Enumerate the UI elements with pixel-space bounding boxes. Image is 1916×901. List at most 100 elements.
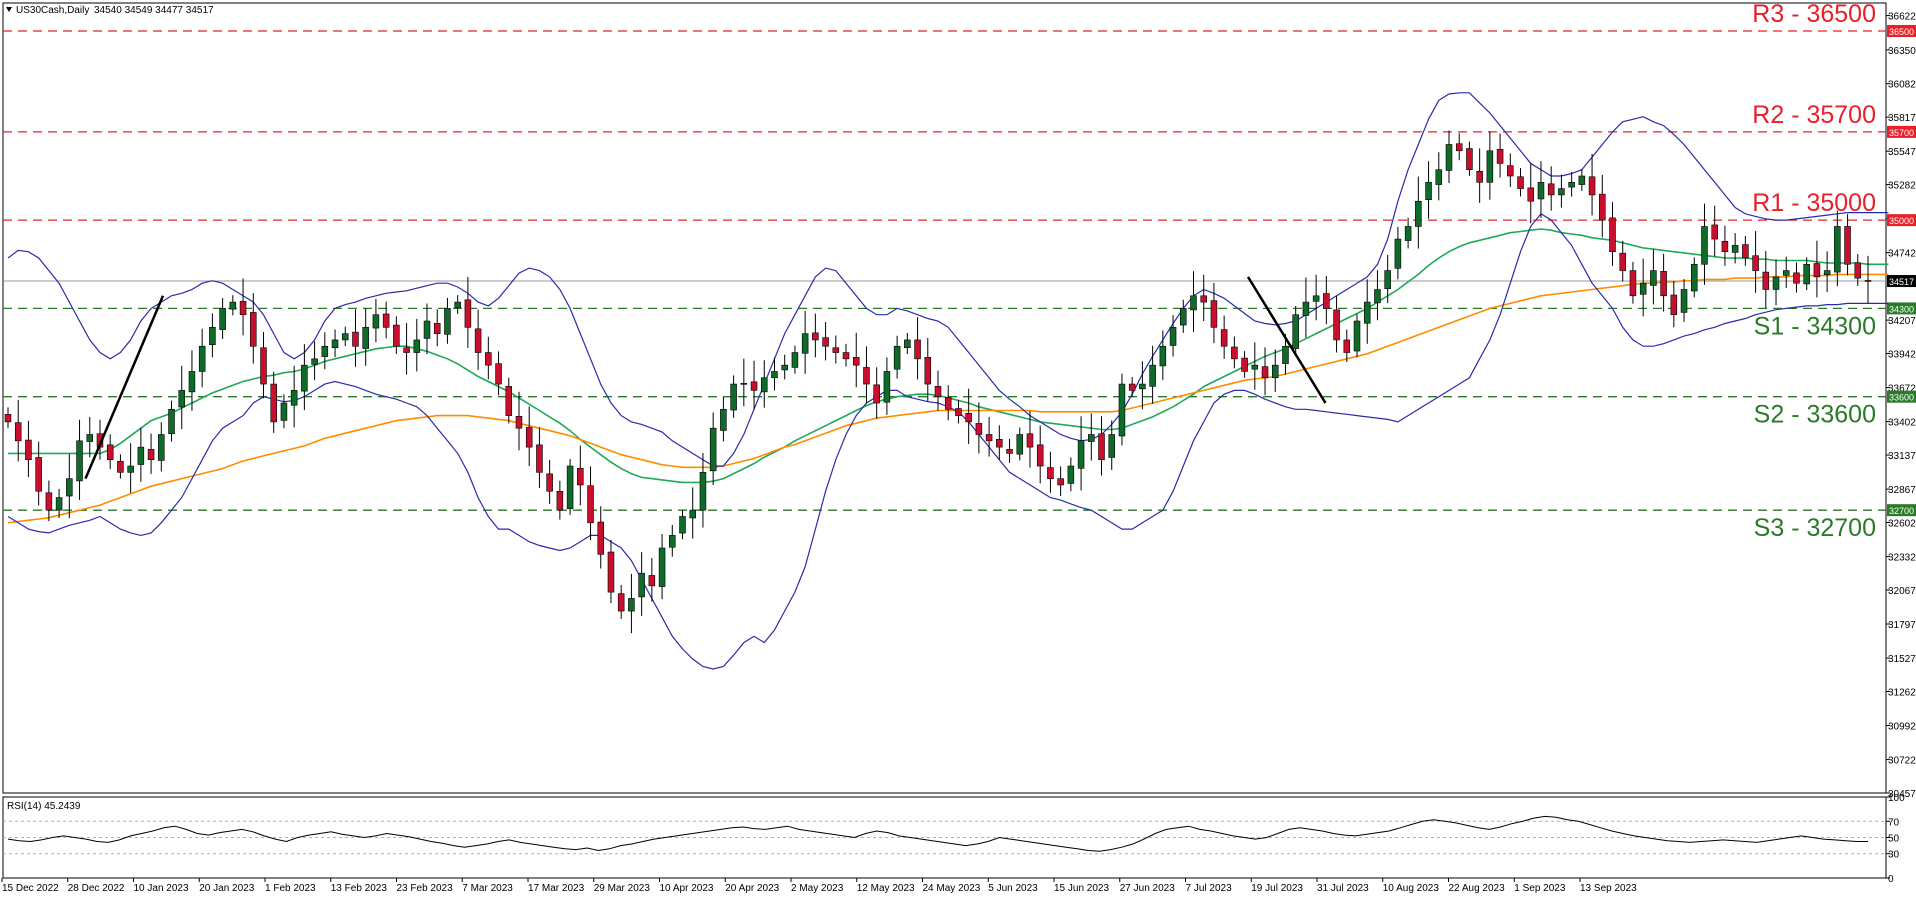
candle-body [1231,346,1238,360]
candle [1180,299,1187,333]
candle-body [1343,339,1351,353]
candle [301,344,308,411]
candle [904,332,911,354]
ohlc-label: 34540 34549 34477 34517 [94,5,214,16]
candle [168,400,175,442]
date-tick-label: 19 Jul 2023 [1251,883,1303,894]
candle-body [638,572,645,598]
sr-level-label: S2 - 33600 [1754,401,1876,429]
candle [1302,277,1310,338]
candle [1813,240,1821,298]
candle [1363,279,1371,344]
candle-body [188,371,196,393]
sr-level-label: R2 - 35700 [1752,101,1876,129]
candle [1312,274,1320,321]
price-tick-label: 30992 [1888,722,1916,733]
candle-body [1169,327,1177,346]
candle [1200,274,1207,322]
date-tick-label: 17 Mar 2023 [528,883,585,894]
candle [852,332,860,388]
candle [1629,261,1637,304]
candle [1282,334,1289,375]
candle [1711,205,1718,257]
candle-body [1854,262,1862,279]
candle [1691,257,1698,298]
candle-body [178,390,185,408]
candle [648,557,656,602]
rsi-tick-label: 0 [1888,874,1894,885]
candle [1374,270,1381,321]
candle-body [137,446,145,465]
candle-body [260,347,267,385]
price-tick-label: 32867 [1888,485,1916,496]
price-tick-label: 34742 [1888,249,1916,260]
candle [1670,281,1678,328]
candle [556,480,564,520]
date-tick-label: 15 Jun 2023 [1054,883,1109,894]
price-tick-label: 36622 [1888,12,1916,23]
candle [209,313,216,358]
date-tick-label: 27 Jun 2023 [1120,883,1175,894]
candle [66,454,73,519]
price-tick-label: 33137 [1888,451,1916,462]
collapse-triangle-icon[interactable] [6,7,12,12]
candle-body [444,308,451,335]
candle-body [1639,282,1647,295]
sr-price-tag [1887,390,1916,403]
candle-body [1793,272,1800,284]
candle-body [290,390,298,406]
candle-body [1384,270,1391,290]
rsi-line [7,815,1868,852]
candle-body [209,327,216,346]
price-tick-label: 32067 [1888,586,1916,597]
candle-body [1650,270,1657,286]
candle [1834,210,1841,287]
candle-body [1363,301,1371,324]
candle-body [679,516,686,534]
candle [525,406,533,467]
date-tick-label: 2 May 2023 [791,883,844,894]
date-tick-label: 15 Dec 2022 [2,883,59,894]
candle-body [525,427,533,448]
candle-body [66,478,73,497]
candle [1425,161,1432,219]
candle [341,326,349,347]
price-tick-label: 31527 [1888,654,1916,665]
candle [290,365,298,428]
candle-body [1711,224,1718,240]
candle [413,318,421,372]
candle [1772,259,1780,306]
candlesticks [4,130,1872,634]
candle-body [1067,465,1075,484]
candle [1752,231,1759,293]
candle-body [1374,289,1381,304]
candle-body [433,322,441,334]
candle [1384,254,1391,303]
candle-body [76,440,83,482]
candle [382,301,390,339]
candle [127,443,134,493]
candle [1220,315,1228,359]
candle [198,328,206,388]
candle-body [556,490,564,511]
candle [1701,203,1708,285]
sr-price-tag [1887,302,1916,315]
sr-price-tag [1887,125,1916,138]
current-price-tag-label: 34517 [1889,277,1914,287]
current-price-tag [1887,275,1916,288]
date-tick-label: 12 May 2023 [857,883,915,894]
candle-body [1476,170,1483,183]
candle-body [1568,182,1575,188]
candle [1476,148,1483,203]
date-tick-label: 10 Jan 2023 [134,883,189,894]
candle-body [1139,383,1146,390]
candle-body [1323,293,1330,309]
candle [1455,133,1463,161]
candle [1619,240,1626,282]
candle-body [1159,345,1167,367]
candle [985,416,993,457]
candle-body [904,339,911,349]
candle [1660,253,1667,312]
price-tick-label: 31262 [1888,687,1916,698]
